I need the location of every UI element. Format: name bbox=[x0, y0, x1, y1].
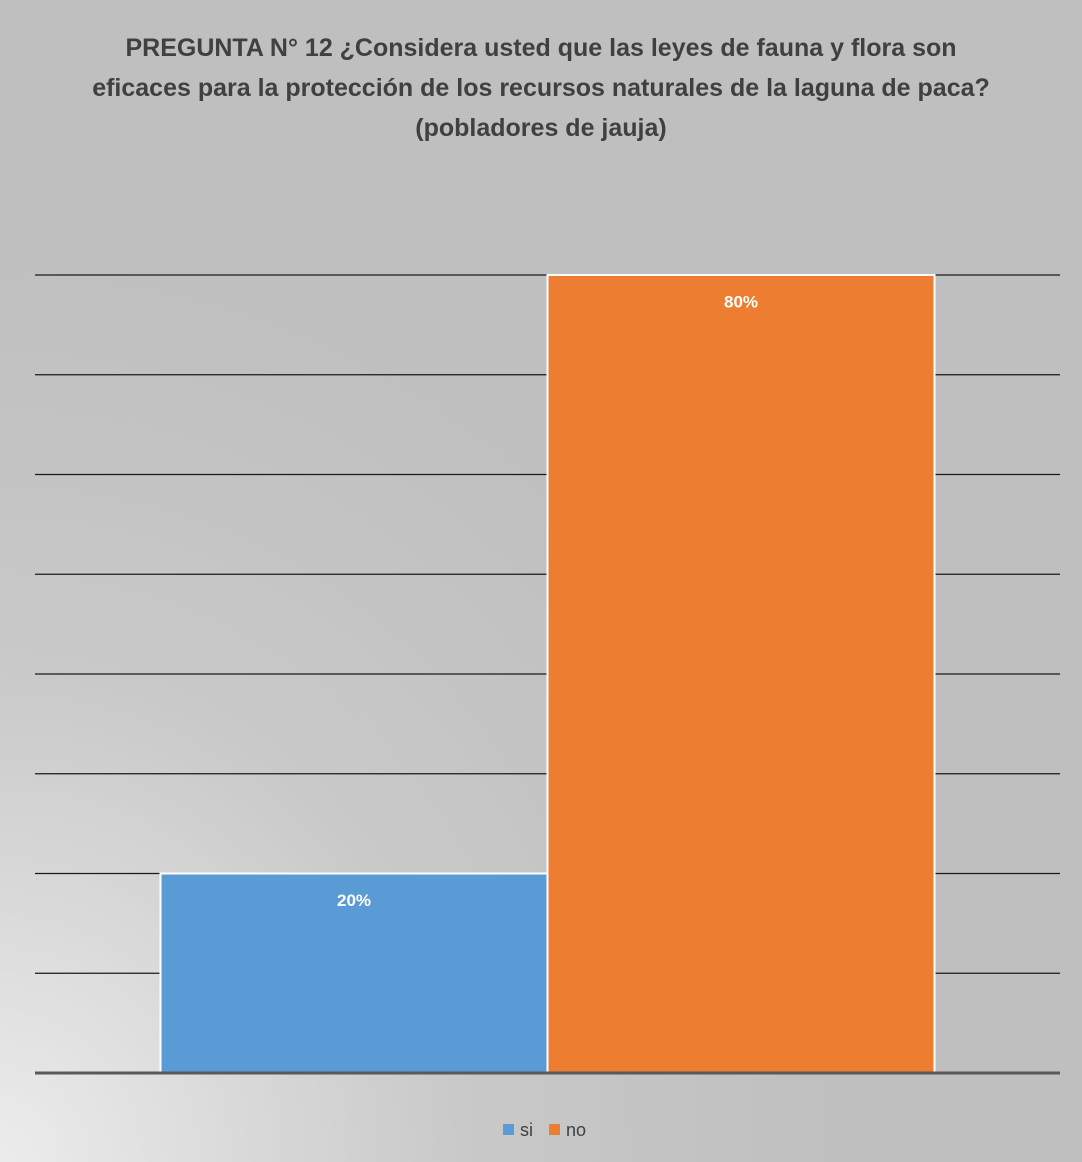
chart-title: PREGUNTA N° 12 ¿Considera usted que las … bbox=[92, 34, 990, 142]
bar bbox=[546, 274, 936, 1074]
legend-swatch bbox=[503, 1124, 514, 1135]
legend-label: si bbox=[520, 1120, 533, 1140]
bar bbox=[159, 872, 549, 1074]
legend-label: no bbox=[566, 1120, 586, 1140]
data-label: 20% bbox=[337, 891, 371, 910]
legend-swatch bbox=[549, 1124, 560, 1135]
data-label: 80% bbox=[724, 292, 758, 311]
